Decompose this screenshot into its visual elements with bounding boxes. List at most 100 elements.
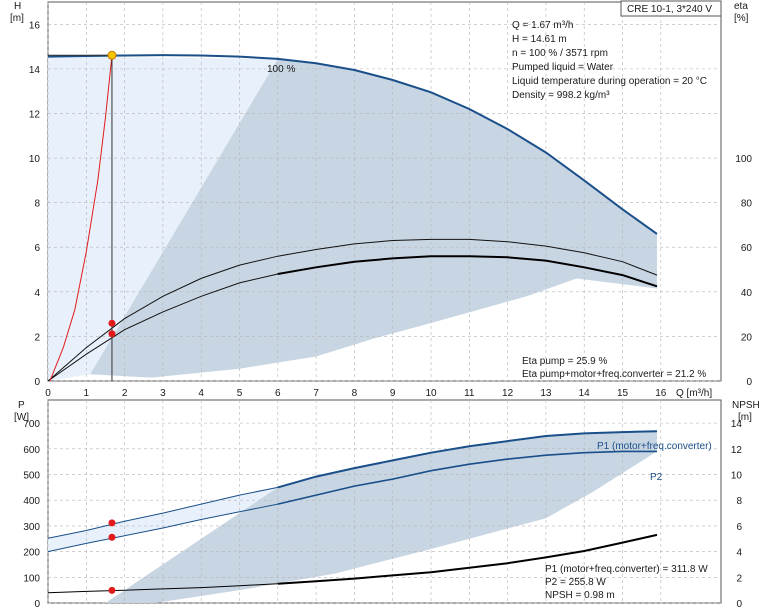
info-line-h: H = 14.61 m bbox=[512, 34, 567, 45]
bottom-y-tick-label: 400 bbox=[23, 496, 40, 507]
top-y2-tick-label: 100 bbox=[735, 154, 752, 165]
top-y2-tick-label: 60 bbox=[741, 243, 753, 254]
info-line-q: Q = 1.67 m³/h bbox=[512, 20, 573, 31]
top-x-tick-label: 1 bbox=[84, 388, 90, 399]
bottom-y-left-label: P bbox=[18, 400, 25, 411]
operating-point bbox=[108, 586, 116, 594]
top-y-tick-label: 14 bbox=[29, 65, 41, 76]
bottom-y2-tick-label: 6 bbox=[736, 522, 742, 533]
top-y2-tick-label: 0 bbox=[746, 377, 752, 388]
operating-point bbox=[108, 533, 116, 541]
top-x-tick-label: 2 bbox=[122, 388, 128, 399]
top-y-left-unit: [m] bbox=[10, 13, 24, 24]
top-y-tick-label: 8 bbox=[34, 199, 40, 210]
top-x-tick-label: 8 bbox=[352, 388, 358, 399]
p1-curve-label: P1 (motor+freq.converter) bbox=[597, 441, 712, 452]
bottom-y2-tick-label: 8 bbox=[736, 496, 742, 507]
bottom-ticks: 0 100 200 300 400 500 600 700 0 2 4 6 8 10 12 14 bbox=[23, 419, 742, 610]
bottom-operating-region bbox=[105, 431, 657, 603]
bottom-y2-tick-label: 0 bbox=[736, 599, 742, 610]
bottom-y-tick-label: 200 bbox=[23, 548, 40, 559]
top-y-tick-label: 6 bbox=[34, 243, 40, 254]
bottom-y2-tick-label: 2 bbox=[736, 573, 742, 584]
top-y-tick-label: 0 bbox=[34, 377, 40, 388]
bottom-grid bbox=[47, 400, 721, 604]
bottom-y2-tick-label: 14 bbox=[731, 419, 743, 430]
top-x-tick-label: 14 bbox=[579, 388, 591, 399]
top-x-tick-label: 7 bbox=[313, 388, 319, 399]
bottom-y-tick-label: 300 bbox=[23, 522, 40, 533]
top-y2-tick-label: 20 bbox=[741, 332, 753, 343]
duty-point bbox=[107, 50, 117, 60]
npsh-curve-bold bbox=[277, 533, 658, 585]
top-y-tick-label: 10 bbox=[29, 154, 41, 165]
operating-point bbox=[108, 319, 116, 327]
bottom-y2-tick-label: 10 bbox=[731, 471, 743, 482]
p1-value-line: P1 (motor+freq.converter) = 311.8 W bbox=[545, 564, 708, 575]
top-y-tick-label: 16 bbox=[29, 20, 41, 31]
bottom-info-block: P1 (motor+freq.converter) = 311.8 W P2 =… bbox=[545, 564, 708, 601]
top-x-tick-label: 4 bbox=[198, 388, 204, 399]
bottom-y-tick-label: 600 bbox=[23, 445, 40, 456]
p2-curve-bold bbox=[277, 450, 657, 505]
bottom-y-tick-label: 700 bbox=[23, 419, 40, 430]
p2-value-line: P2 = 255.8 W bbox=[545, 577, 606, 588]
top-y-tick-label: 2 bbox=[34, 332, 40, 343]
bottom-y-tick-label: 0 bbox=[34, 599, 40, 610]
bottom-curves bbox=[47, 430, 658, 594]
operating-point bbox=[108, 330, 116, 338]
bottom-y-tick-label: 500 bbox=[23, 471, 40, 482]
top-x-tick-label: 15 bbox=[617, 388, 629, 399]
top-x-tick-label: 0 bbox=[45, 388, 51, 399]
eta-pump-line: Eta pump = 25.9 % bbox=[522, 356, 607, 367]
top-y-tick-label: 4 bbox=[34, 288, 40, 299]
top-x-tick-label: 3 bbox=[160, 388, 166, 399]
info-line-temperature: Liquid temperature during operation = 20… bbox=[512, 76, 707, 87]
top-grid bbox=[47, 2, 721, 382]
top-y-tick-label: 12 bbox=[29, 109, 41, 120]
top-operating-region bbox=[90, 58, 657, 378]
top-info-block: Q = 1.67 m³/h H = 14.61 m n = 100 % / 35… bbox=[512, 20, 707, 101]
top-x-tick-label: 16 bbox=[655, 388, 667, 399]
top-y-right-unit: [%] bbox=[734, 13, 749, 24]
npsh-value-line: NPSH = 0.98 m bbox=[545, 590, 615, 601]
top-y2-tick-label: 40 bbox=[741, 288, 753, 299]
top-x-tick-label: 11 bbox=[464, 388, 475, 399]
eta-total-line: Eta pump+motor+freq.converter = 21.2 % bbox=[522, 369, 706, 380]
bottom-y2-tick-label: 12 bbox=[731, 445, 743, 456]
top-x-tick-label: 10 bbox=[425, 388, 437, 399]
top-x-tick-label: 5 bbox=[237, 388, 243, 399]
eta-info-block: Eta pump = 25.9 % Eta pump+motor+freq.co… bbox=[522, 356, 706, 380]
top-y-left-label: H bbox=[14, 1, 21, 12]
top-x-tick-label: 9 bbox=[390, 388, 396, 399]
top-y-right-label: eta bbox=[734, 1, 748, 12]
system-curve bbox=[49, 55, 113, 382]
operating-point bbox=[108, 519, 116, 527]
top-x-tick-label: 13 bbox=[540, 388, 552, 399]
p2-curve-label: P2 bbox=[650, 472, 663, 483]
top-x-label: Q [m³/h] bbox=[676, 388, 712, 399]
top-x-tick-label: 12 bbox=[502, 388, 514, 399]
head-curve-100 bbox=[47, 54, 658, 235]
bottom-y-tick-label: 100 bbox=[23, 573, 40, 584]
bottom-y-left-unit: [W] bbox=[14, 412, 29, 423]
top-curves bbox=[47, 50, 658, 382]
top-x-tick-label: 6 bbox=[275, 388, 281, 399]
eta-total-curve-bold bbox=[277, 255, 658, 288]
model-tag-box bbox=[620, 0, 722, 17]
bottom-y2-tick-label: 4 bbox=[736, 548, 742, 559]
speed-curve-label: 100 % bbox=[267, 64, 295, 75]
p1-curve-bold bbox=[277, 430, 658, 489]
bottom-y-right-label: NPSH bbox=[732, 400, 760, 411]
info-line-density: Density = 998.2 kg/m³ bbox=[512, 90, 610, 101]
model-tag: CRE 10-1, 3*240 V bbox=[627, 4, 712, 15]
info-line-n: n = 100 % / 3571 rpm bbox=[512, 48, 608, 59]
top-ticks: 0 1 2 3 4 5 6 7 8 9 10 11 12 13 14 15 160246810121416020… bbox=[29, 20, 753, 399]
top-y2-tick-label: 80 bbox=[741, 199, 753, 210]
bottom-shade-group bbox=[48, 431, 657, 603]
info-line-liquid: Pumped liquid = Water bbox=[512, 62, 614, 73]
eta-pump-curve bbox=[47, 238, 658, 382]
bottom-y-right-unit: [m] bbox=[738, 412, 752, 423]
